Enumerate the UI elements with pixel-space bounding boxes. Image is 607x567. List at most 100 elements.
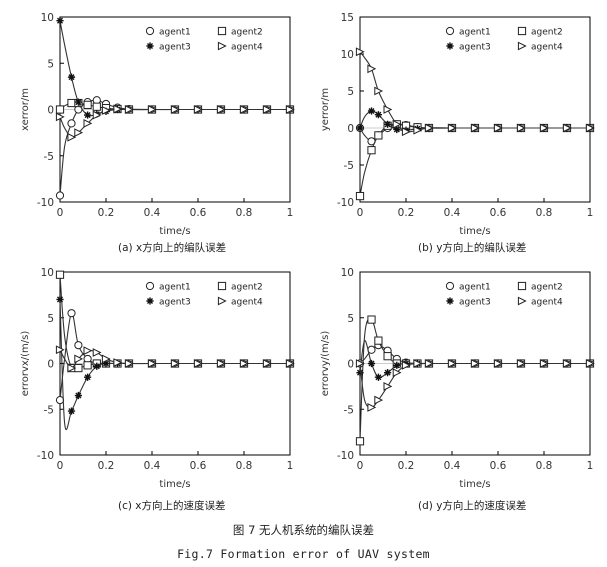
data-point-agent4-b bbox=[355, 47, 365, 57]
series-line-agent4-d bbox=[359, 362, 590, 408]
data-point-agent4-d bbox=[424, 359, 434, 368]
legend-marker-agent4-b bbox=[517, 41, 527, 51]
legend-label-agent1-c: agent1 bbox=[159, 283, 191, 293]
x-tick-label-b: 0.8 bbox=[536, 207, 553, 219]
data-point-agent4-b bbox=[374, 86, 384, 96]
data-point-agent4-c bbox=[147, 359, 157, 368]
x-tick-label-a: 0.8 bbox=[236, 207, 253, 219]
data-point-agent4-c bbox=[216, 359, 226, 368]
legend-label-agent4-c: agent4 bbox=[231, 298, 263, 308]
data-point-agent4-b bbox=[516, 123, 526, 133]
data-point-agent4-a bbox=[285, 105, 295, 114]
data-point-agent4-b bbox=[493, 123, 503, 133]
data-point-agent4-a bbox=[124, 105, 134, 114]
chart-d: 0 0.2 0.4 0.6 0.8 1 10 5 0 -5 -10 time/s errorvy/(m/… bbox=[320, 267, 595, 490]
legend-c: agent1 agent2 agent3 agent4 bbox=[145, 281, 263, 308]
x-tick-label-d: 0.8 bbox=[536, 460, 553, 472]
data-point-agent2-b bbox=[374, 131, 383, 140]
caption-panel-b: (b) y方向上的编队误差 bbox=[418, 242, 527, 254]
data-point-agent3-b bbox=[367, 107, 376, 115]
x-tick-label-b: 0 bbox=[357, 207, 364, 219]
data-point-agent2-d bbox=[355, 437, 365, 446]
data-point-agent3-a bbox=[67, 73, 76, 81]
legend-a: agent1 agent2 agent3 agent4 bbox=[145, 26, 263, 53]
chart-b: 0 0.2 0.4 0.6 0.8 1 15 10 5 0 -5 -10 time/s yerror/m a… bbox=[320, 12, 595, 237]
data-point-agent4-c bbox=[285, 359, 295, 368]
y-axis-label-b: yerror/m bbox=[320, 88, 331, 131]
chart-c: 0 0.2 0.4 0.6 0.8 1 10 5 0 -5 -10 time/s errorvx/(m/… bbox=[20, 267, 295, 490]
y-tick-label-c: -5 bbox=[44, 404, 54, 416]
data-point-agent2-d bbox=[383, 352, 392, 361]
data-point-agent3-c bbox=[56, 295, 64, 304]
data-point-agent4-b bbox=[383, 105, 393, 114]
y-tick-label-b: 15 bbox=[341, 12, 354, 24]
legend-label-agent4-d: agent4 bbox=[531, 298, 563, 308]
data-point-agent3-d bbox=[356, 369, 364, 377]
data-point-agent4-a bbox=[262, 105, 272, 114]
figure-caption-cn: 图 7 无人机系统的编队误差 bbox=[232, 523, 375, 537]
x-tick-label-b: 1 bbox=[587, 207, 594, 219]
data-point-agent2-c bbox=[83, 361, 92, 370]
caption-panel-d: (d) y方向上的速度误差 bbox=[418, 500, 527, 512]
series-agent4-a bbox=[55, 104, 295, 142]
y-tick-label-d: -5 bbox=[344, 404, 354, 416]
data-point-agent4-c bbox=[113, 358, 123, 367]
data-point-agent4-b bbox=[585, 123, 595, 133]
data-point-agent3-a bbox=[56, 17, 64, 25]
legend-label-agent3-b: agent3 bbox=[459, 43, 491, 53]
data-point-agent4-c bbox=[124, 359, 134, 368]
y-tick-label-a: 10 bbox=[41, 12, 54, 24]
data-point-agent2-d bbox=[367, 315, 376, 324]
data-point-agent2-a bbox=[83, 100, 92, 109]
data-point-agent2-a bbox=[55, 105, 65, 114]
data-point-agent4-a bbox=[193, 105, 203, 114]
data-point-agent4-a bbox=[170, 105, 180, 114]
legend-marker-agent3-a bbox=[146, 42, 154, 50]
data-point-agent3-c bbox=[84, 373, 92, 381]
legend-marker-agent1-c bbox=[145, 281, 155, 291]
data-point-agent1-a bbox=[67, 119, 76, 128]
data-point-agent4-a bbox=[67, 132, 77, 142]
data-point-agent3-c bbox=[102, 359, 110, 368]
x-axis-label-c: time/s bbox=[159, 479, 190, 490]
x-tick-label-a: 1 bbox=[287, 207, 294, 219]
data-point-agent4-c bbox=[262, 359, 272, 368]
data-point-agent4-a bbox=[239, 105, 249, 114]
data-point-agent3-b bbox=[374, 111, 382, 119]
y-tick-label-b: -5 bbox=[344, 160, 354, 172]
legend-label-agent4-a: agent4 bbox=[231, 43, 263, 53]
y-tick-label-a: -5 bbox=[44, 151, 54, 163]
legend-marker-agent2-c bbox=[217, 281, 227, 291]
y-tick-label-b: -10 bbox=[337, 197, 354, 209]
series-line-agent4-b bbox=[359, 51, 590, 133]
data-point-agent4-a bbox=[92, 110, 102, 120]
y-tick-label-c: 10 bbox=[41, 267, 54, 279]
data-point-agent4-b bbox=[562, 123, 572, 133]
data-point-agent2-d bbox=[374, 336, 383, 345]
data-point-agent3-d bbox=[384, 369, 392, 377]
caption-panel-a: (a) x方向上的编队误差 bbox=[118, 242, 227, 254]
data-point-agent4-c bbox=[74, 354, 84, 364]
data-point-agent4-a bbox=[101, 106, 111, 115]
legend-label-agent3-a: agent3 bbox=[159, 43, 191, 53]
data-point-agent4-b bbox=[392, 119, 402, 129]
data-point-agent4-b bbox=[470, 123, 480, 133]
legend-marker-agent4-d bbox=[517, 296, 527, 306]
y-tick-label-a: 0 bbox=[47, 105, 54, 117]
x-tick-label-c: 0.6 bbox=[190, 460, 207, 472]
data-point-agent1-c bbox=[74, 341, 83, 350]
y-tick-label-c: 0 bbox=[47, 359, 54, 371]
data-point-agent4-c bbox=[67, 363, 77, 373]
y-tick-label-c: 5 bbox=[47, 313, 54, 325]
x-tick-label-d: 0 bbox=[357, 460, 364, 472]
data-point-agent3-c bbox=[67, 407, 76, 415]
data-point-agent4-c bbox=[193, 359, 203, 368]
y-tick-label-d: -10 bbox=[337, 450, 354, 462]
legend-marker-agent4-a bbox=[217, 41, 227, 51]
y-tick-label-b: 0 bbox=[347, 123, 354, 135]
data-point-agent4-a bbox=[83, 118, 93, 128]
data-point-agent4-d bbox=[392, 368, 402, 378]
x-tick-label-b: 0.2 bbox=[398, 207, 415, 219]
data-point-agent4-b bbox=[539, 123, 549, 133]
data-point-agent4-d bbox=[516, 359, 526, 368]
